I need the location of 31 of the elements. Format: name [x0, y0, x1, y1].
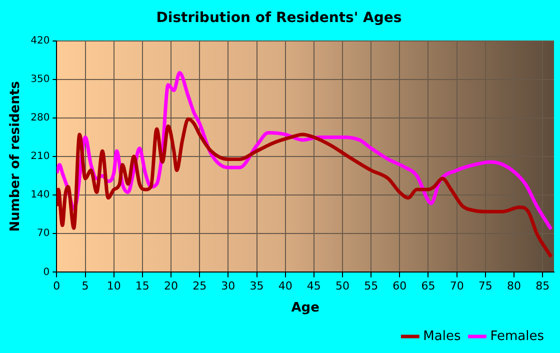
x-tick-label: 75 [478, 280, 492, 293]
y-tick-label: 70 [36, 228, 50, 240]
x-tick-label: 20 [164, 280, 178, 293]
x-tick-label: 55 [364, 280, 378, 293]
x-tick-label: 70 [450, 280, 464, 293]
x-axis-title: Age [291, 300, 320, 316]
x-tick-label: 10 [106, 280, 121, 293]
x-tick-label: 80 [506, 280, 521, 293]
y-tick-label: 420 [30, 35, 50, 46]
x-tick-label: 25 [192, 280, 207, 293]
y-tick-label: 140 [30, 190, 50, 201]
x-tick-label: 65 [421, 280, 436, 293]
line-series [56, 117, 553, 259]
x-tick-label: 60 [392, 280, 407, 293]
x-tick-label: 50 [336, 280, 350, 293]
x-tick-label: 0 [53, 280, 60, 293]
x-tick-label: 35 [250, 280, 264, 293]
y-tick-label: 350 [30, 74, 50, 85]
x-tick-label: 85 [536, 280, 550, 293]
chart-title: Distribution of Residents' Ages [156, 10, 402, 26]
y-tick-label: 210 [30, 151, 50, 162]
y-tick-label: 0 [43, 266, 50, 278]
x-tick-label: 15 [135, 280, 150, 293]
legend-label: Females [490, 328, 544, 344]
x-tick-label: 30 [221, 280, 236, 293]
legend-label: Males [423, 328, 461, 344]
y-axis-title: Number of residents [8, 80, 24, 232]
x-tick-label: 40 [278, 280, 292, 293]
x-tick-label: 45 [306, 280, 321, 293]
x-tick-label: 5 [82, 280, 89, 293]
y-tick-label: 280 [30, 112, 50, 124]
